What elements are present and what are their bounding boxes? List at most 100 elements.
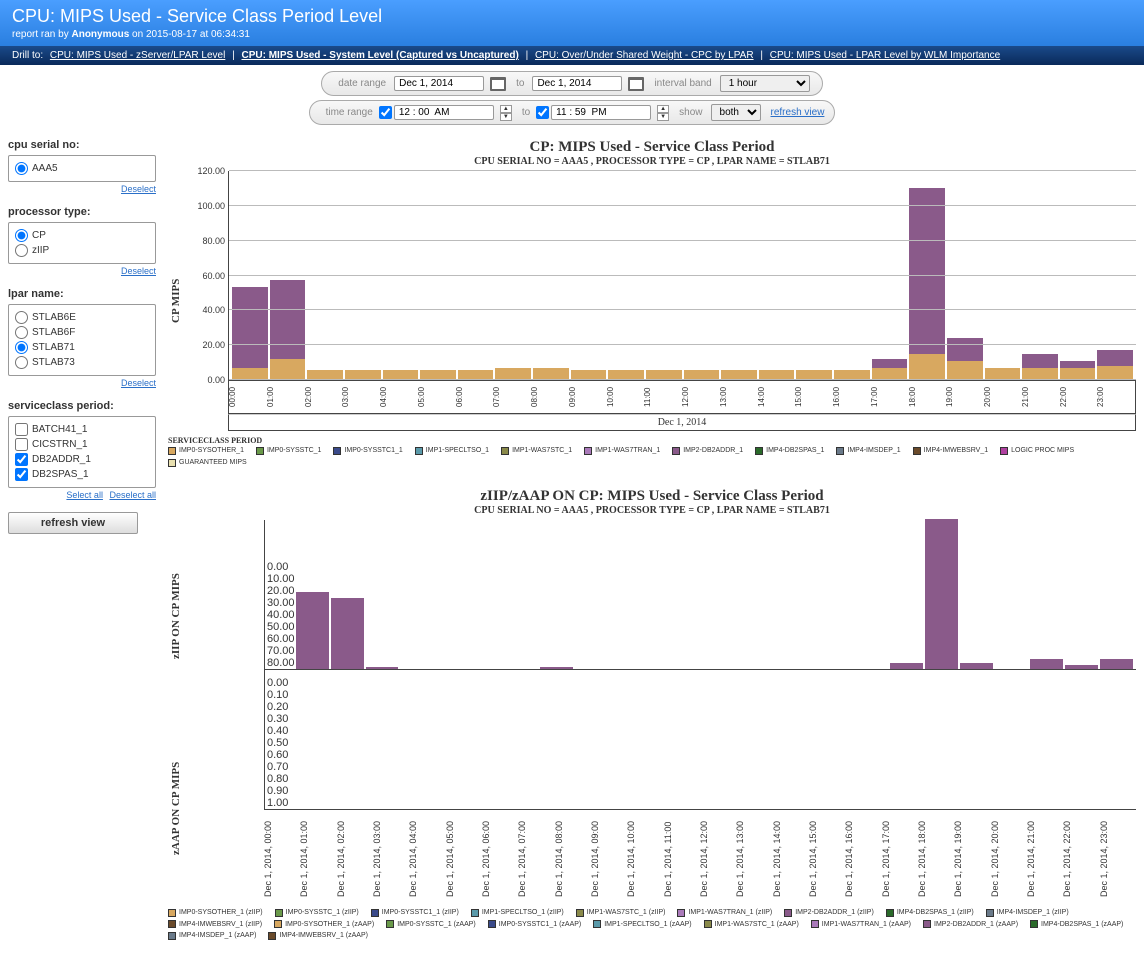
bar-column bbox=[1030, 659, 1063, 668]
deselect-all-link[interactable]: Deselect all bbox=[109, 490, 156, 500]
interval-select[interactable]: 1 hour bbox=[720, 75, 810, 92]
bar-column bbox=[960, 663, 993, 669]
legend-item: IMP4-IMSDEP_1 (zAAP) bbox=[168, 931, 256, 941]
date-from-input[interactable] bbox=[394, 76, 484, 91]
legend-item: IMP1-SPECLTSO_1 bbox=[415, 446, 489, 456]
legend-item: IMP0-SYSSTC1_1 bbox=[333, 446, 402, 456]
bar-column bbox=[232, 287, 268, 380]
bar-column bbox=[331, 598, 364, 669]
time-to-check[interactable] bbox=[536, 106, 549, 119]
legend-item: IMP2-DB2ADDR_1 (zAAP) bbox=[923, 920, 1018, 930]
deselect-link[interactable]: Deselect bbox=[121, 266, 156, 276]
select-all-link[interactable]: Select all bbox=[66, 490, 103, 500]
legend-item: IMP1-SPECLTSO_1 (zIIP) bbox=[471, 908, 564, 918]
chart-ziip-zaap: zIIP/zAAP ON CP: MIPS Used - Service Cla… bbox=[168, 488, 1136, 941]
legend-item: IMP1-SPECLTSO_1 (zAAP) bbox=[593, 920, 691, 930]
radio-input[interactable] bbox=[15, 326, 28, 339]
drill-bar: Drill to: CPU: MIPS Used - zServer/LPAR … bbox=[0, 46, 1144, 65]
proc-type-title: processor type: bbox=[8, 206, 156, 218]
bar-column bbox=[1065, 665, 1098, 669]
checkbox-input[interactable] bbox=[15, 423, 28, 436]
option-item[interactable]: DB2SPAS_1 bbox=[15, 468, 149, 481]
drill-link[interactable]: CPU: MIPS Used - System Level (Captured … bbox=[242, 50, 519, 61]
deselect-link[interactable]: Deselect bbox=[121, 378, 156, 388]
bar-column bbox=[1022, 354, 1058, 380]
time-from-input[interactable] bbox=[394, 105, 494, 120]
bar-column bbox=[1097, 350, 1133, 380]
drill-link[interactable]: CPU: MIPS Used - zServer/LPAR Level bbox=[50, 50, 225, 61]
option-item[interactable]: STLAB6F bbox=[15, 326, 149, 339]
option-item[interactable]: CP bbox=[15, 229, 149, 242]
legend-item: LOGIC PROC MIPS bbox=[1000, 446, 1074, 456]
bar-column bbox=[1100, 659, 1133, 668]
legend-item: IMP4-DB2SPAS_1 (zIIP) bbox=[886, 908, 974, 918]
option-item[interactable]: AAA5 bbox=[15, 162, 149, 175]
legend-item: IMP4-IMWEBSRV_1 bbox=[913, 446, 988, 456]
legend-item: IMP0-SYSSTC1_1 (zAAP) bbox=[488, 920, 581, 930]
checkbox-input[interactable] bbox=[15, 438, 28, 451]
legend-item: IMP4-IMWEBSRV_1 (zIIP) bbox=[168, 920, 262, 930]
drill-link[interactable]: CPU: Over/Under Shared Weight - CPC by L… bbox=[535, 50, 754, 61]
cpu-serial-title: cpu serial no: bbox=[8, 139, 156, 151]
option-item[interactable]: DB2ADDR_1 bbox=[15, 453, 149, 466]
legend-item: IMP0-SYSSTC_1 (zAAP) bbox=[386, 920, 476, 930]
time-from-check[interactable] bbox=[379, 106, 392, 119]
bar-column bbox=[909, 188, 945, 381]
legend-item: IMP1-WAS7TRAN_1 bbox=[584, 446, 660, 456]
legend-item: IMP1-WAS7TRAN_1 (zAAP) bbox=[811, 920, 911, 930]
legend-item: IMP4-DB2SPAS_1 (zAAP) bbox=[1030, 920, 1123, 930]
option-item[interactable]: STLAB6E bbox=[15, 311, 149, 324]
option-item[interactable]: CICSTRN_1 bbox=[15, 438, 149, 451]
calendar-icon[interactable] bbox=[628, 77, 644, 91]
radio-input[interactable] bbox=[15, 341, 28, 354]
bar-column bbox=[540, 667, 573, 669]
legend-item: IMP1-WAS7STC_1 (zIIP) bbox=[576, 908, 666, 918]
chart2-legend: IMP0-SYSOTHER_1 (zIIP) IMP0-SYSSTC_1 (zII… bbox=[168, 908, 1136, 941]
legend-item: IMP0-SYSOTHER_1 bbox=[168, 446, 244, 456]
option-item[interactable]: STLAB71 bbox=[15, 341, 149, 354]
page-title: CPU: MIPS Used - Service Class Period Le… bbox=[12, 6, 1132, 27]
option-item[interactable]: STLAB73 bbox=[15, 356, 149, 369]
radio-input[interactable] bbox=[15, 311, 28, 324]
date-to-input[interactable] bbox=[532, 76, 622, 91]
refresh-button[interactable]: refresh view bbox=[8, 512, 138, 534]
svc-title: serviceclass period: bbox=[8, 400, 156, 412]
legend-item: IMP1-WAS7STC_1 bbox=[501, 446, 572, 456]
legend-item: IMP1-WAS7TRAN_1 (zIIP) bbox=[677, 908, 772, 918]
spin-up-icon[interactable]: ▲ bbox=[500, 105, 512, 113]
spin-down-icon[interactable]: ▼ bbox=[500, 113, 512, 121]
spin-up-icon[interactable]: ▲ bbox=[657, 105, 669, 113]
chart-cp-mips: CP: MIPS Used - Service Class Period CPU… bbox=[168, 139, 1136, 468]
refresh-link[interactable]: refresh view bbox=[771, 107, 825, 118]
bar-column bbox=[1060, 361, 1096, 380]
legend-item: IMP4-IMSDEP_1 (zIIP) bbox=[986, 908, 1069, 918]
radio-input[interactable] bbox=[15, 244, 28, 257]
option-item[interactable]: BATCH41_1 bbox=[15, 423, 149, 436]
page-header: CPU: MIPS Used - Service Class Period Le… bbox=[0, 0, 1144, 46]
controls: date range to interval band 1 hour time … bbox=[0, 65, 1144, 131]
bar-column bbox=[872, 359, 908, 380]
drill-link[interactable]: CPU: MIPS Used - LPAR Level by WLM Impor… bbox=[770, 50, 1000, 61]
show-select[interactable]: both bbox=[711, 104, 761, 121]
option-item[interactable]: zIIP bbox=[15, 244, 149, 257]
legend-item: IMP0-SYSSTC_1 (zIIP) bbox=[275, 908, 359, 918]
radio-input[interactable] bbox=[15, 162, 28, 175]
bar-column bbox=[366, 667, 399, 669]
date-range-row: date range to interval band 1 hour bbox=[321, 71, 822, 96]
checkbox-input[interactable] bbox=[15, 468, 28, 481]
lpar-title: lpar name: bbox=[8, 288, 156, 300]
spin-down-icon[interactable]: ▼ bbox=[657, 113, 669, 121]
legend-item: GUARANTEED MIPS bbox=[168, 458, 247, 468]
checkbox-input[interactable] bbox=[15, 453, 28, 466]
legend-item: IMP0-SYSOTHER_1 (zIIP) bbox=[168, 908, 263, 918]
time-to-input[interactable] bbox=[551, 105, 651, 120]
bar-column bbox=[296, 592, 329, 669]
time-range-row: time range ▲▼ to ▲▼ show both refresh vi… bbox=[309, 100, 836, 125]
calendar-icon[interactable] bbox=[490, 77, 506, 91]
bar-column bbox=[270, 280, 306, 380]
radio-input[interactable] bbox=[15, 356, 28, 369]
chart1-legend: SERVICECLASS PERIOD IMP0-SYSOTHER_1IMP0-… bbox=[168, 435, 1136, 468]
deselect-link[interactable]: Deselect bbox=[121, 184, 156, 194]
bar-column bbox=[890, 663, 923, 669]
radio-input[interactable] bbox=[15, 229, 28, 242]
